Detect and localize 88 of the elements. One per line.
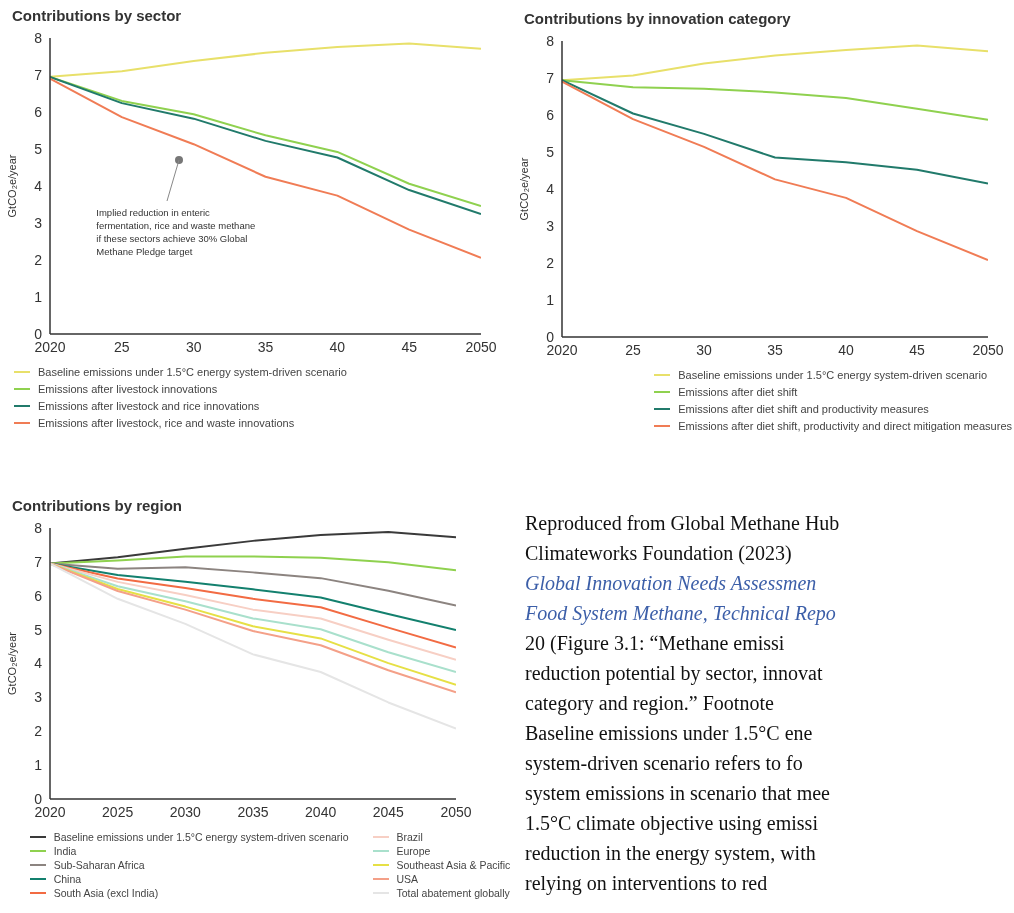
text: 20 (Figure 3.1: “Methane emissi xyxy=(525,631,786,657)
legend-label: Emissions after livestock innovations xyxy=(38,383,218,395)
x-tick-label: 2050 xyxy=(440,803,472,820)
text: Food System Methane, Technical Repo xyxy=(525,601,837,627)
x-tick-label: 2040 xyxy=(305,803,337,820)
line-series xyxy=(50,562,456,730)
text: Reproduced from Global Methane Hub xyxy=(525,511,841,537)
text: category and region.” Footnote xyxy=(525,691,775,717)
x-tick-label: 25 xyxy=(625,341,641,358)
chart-title: Contributions by region xyxy=(11,496,183,516)
text: 1.5°C climate objective using emissi xyxy=(525,811,819,837)
text: Global Innovation Needs Assessmen xyxy=(525,571,818,596)
y-tick-label: 3 xyxy=(34,689,43,706)
legend-label: Europe xyxy=(396,845,431,857)
chart-title: Contributions by sector xyxy=(11,6,183,26)
y-tick-label: 3 xyxy=(34,214,43,231)
line-series xyxy=(562,79,988,121)
line-series xyxy=(50,42,481,78)
line-series xyxy=(562,44,988,82)
x-tick-label: 45 xyxy=(909,341,925,358)
y-tick-label: 5 xyxy=(34,140,43,157)
legend-label: Baseline emissions under 1.5°C energy system-driven scenario xyxy=(38,366,347,378)
legend-label: Sub-Saharan Africa xyxy=(53,859,145,871)
y-tick-label: 3 xyxy=(546,217,555,234)
y-axis-title: GtCO₂e/year xyxy=(5,154,18,218)
y-tick-label: 6 xyxy=(546,106,555,123)
x-tick-label: 2050 xyxy=(465,338,497,355)
y-tick-label: 2 xyxy=(546,254,555,271)
legend-label: Southeast Asia & Pacific xyxy=(396,859,511,871)
x-tick-label: 40 xyxy=(838,341,854,358)
legend-label: China xyxy=(53,873,82,885)
legend-label: Baseline emissions under 1.5°C energy system-driven scenario xyxy=(678,369,988,381)
text: reduction potential by sector, innovat xyxy=(525,661,824,687)
legend-label: Total abatement globally xyxy=(396,887,510,899)
line-series xyxy=(562,79,988,185)
y-tick-label: 7 xyxy=(34,66,43,83)
y-tick-label: 4 xyxy=(34,177,43,194)
y-tick-label: 5 xyxy=(34,621,43,638)
legend-label: Emissions after livestock, rice and waste innovations xyxy=(38,417,295,429)
legend-label: India xyxy=(53,845,77,857)
y-tick-label: 2 xyxy=(34,723,43,740)
x-tick-label: 25 xyxy=(114,338,130,355)
text: system-driven scenario refers to fo xyxy=(525,751,804,777)
annotation: Implied reduction in enteric fermentation, rice and waste methane if these sectors achieve 30% Global Methane Pledge target xyxy=(94,204,259,261)
y-tick-label: 8 xyxy=(546,32,555,49)
y-tick-label: 6 xyxy=(34,587,43,604)
legend-label: Emissions after diet shift xyxy=(678,386,798,398)
y-tick-label: 4 xyxy=(34,655,43,672)
x-tick-label: 30 xyxy=(185,338,202,355)
line-series xyxy=(50,77,481,259)
legend-label: South Asia (excl India) xyxy=(53,887,159,899)
x-tick-label: 2035 xyxy=(237,803,269,820)
legend-label: Emissions after livestock and rice innovations xyxy=(38,400,260,412)
y-tick-label: 5 xyxy=(546,143,555,160)
y-tick-label: 8 xyxy=(34,29,43,46)
legend-label: Emissions after diet shift, productivity and direct mitigation measures xyxy=(678,420,1012,432)
chart-title: Contributions by innovation category xyxy=(523,9,792,29)
y-tick-label: 1 xyxy=(34,288,43,305)
legend-label: Brazil xyxy=(396,831,423,843)
y-tick-label: 7 xyxy=(546,69,555,86)
line-series xyxy=(50,555,456,572)
text: reduction in the energy system, with xyxy=(525,841,817,867)
legend-label: Baseline emissions under 1.5°C energy system-driven scenario xyxy=(53,831,349,843)
y-tick-label: 4 xyxy=(546,180,555,197)
y-tick-label: 1 xyxy=(546,291,555,308)
line-series xyxy=(562,80,988,262)
x-tick-label: 2045 xyxy=(372,803,405,820)
y-tick-label: 8 xyxy=(34,519,43,536)
x-tick-label: 45 xyxy=(401,338,418,355)
x-tick-label: 35 xyxy=(767,341,783,358)
x-tick-label: 2025 xyxy=(102,803,134,820)
legend-label: USA xyxy=(396,873,419,885)
y-tick-label: 7 xyxy=(34,553,43,570)
y-tick-label: 2 xyxy=(34,251,43,268)
text: Baseline emissions under 1.5°C ene xyxy=(525,721,814,746)
y-axis-title: GtCO₂e/year xyxy=(5,631,18,695)
y-axis-title: GtCO₂e/year xyxy=(517,157,530,221)
y-tick-label: 1 xyxy=(34,757,43,774)
text: relying on interventions to red xyxy=(525,871,769,897)
text: system emissions in scenario that mee xyxy=(525,781,831,807)
text: Climateworks Foundation (2023) xyxy=(525,541,793,566)
x-tick-label: 30 xyxy=(696,341,712,358)
x-tick-label: 2030 xyxy=(169,803,202,820)
x-tick-label: 35 xyxy=(257,338,274,355)
legend-label: Emissions after diet shift and productivity measures xyxy=(678,403,929,415)
x-tick-label: 40 xyxy=(329,338,346,355)
y-tick-label: 6 xyxy=(34,103,43,120)
x-tick-label: 2050 xyxy=(972,341,1004,358)
